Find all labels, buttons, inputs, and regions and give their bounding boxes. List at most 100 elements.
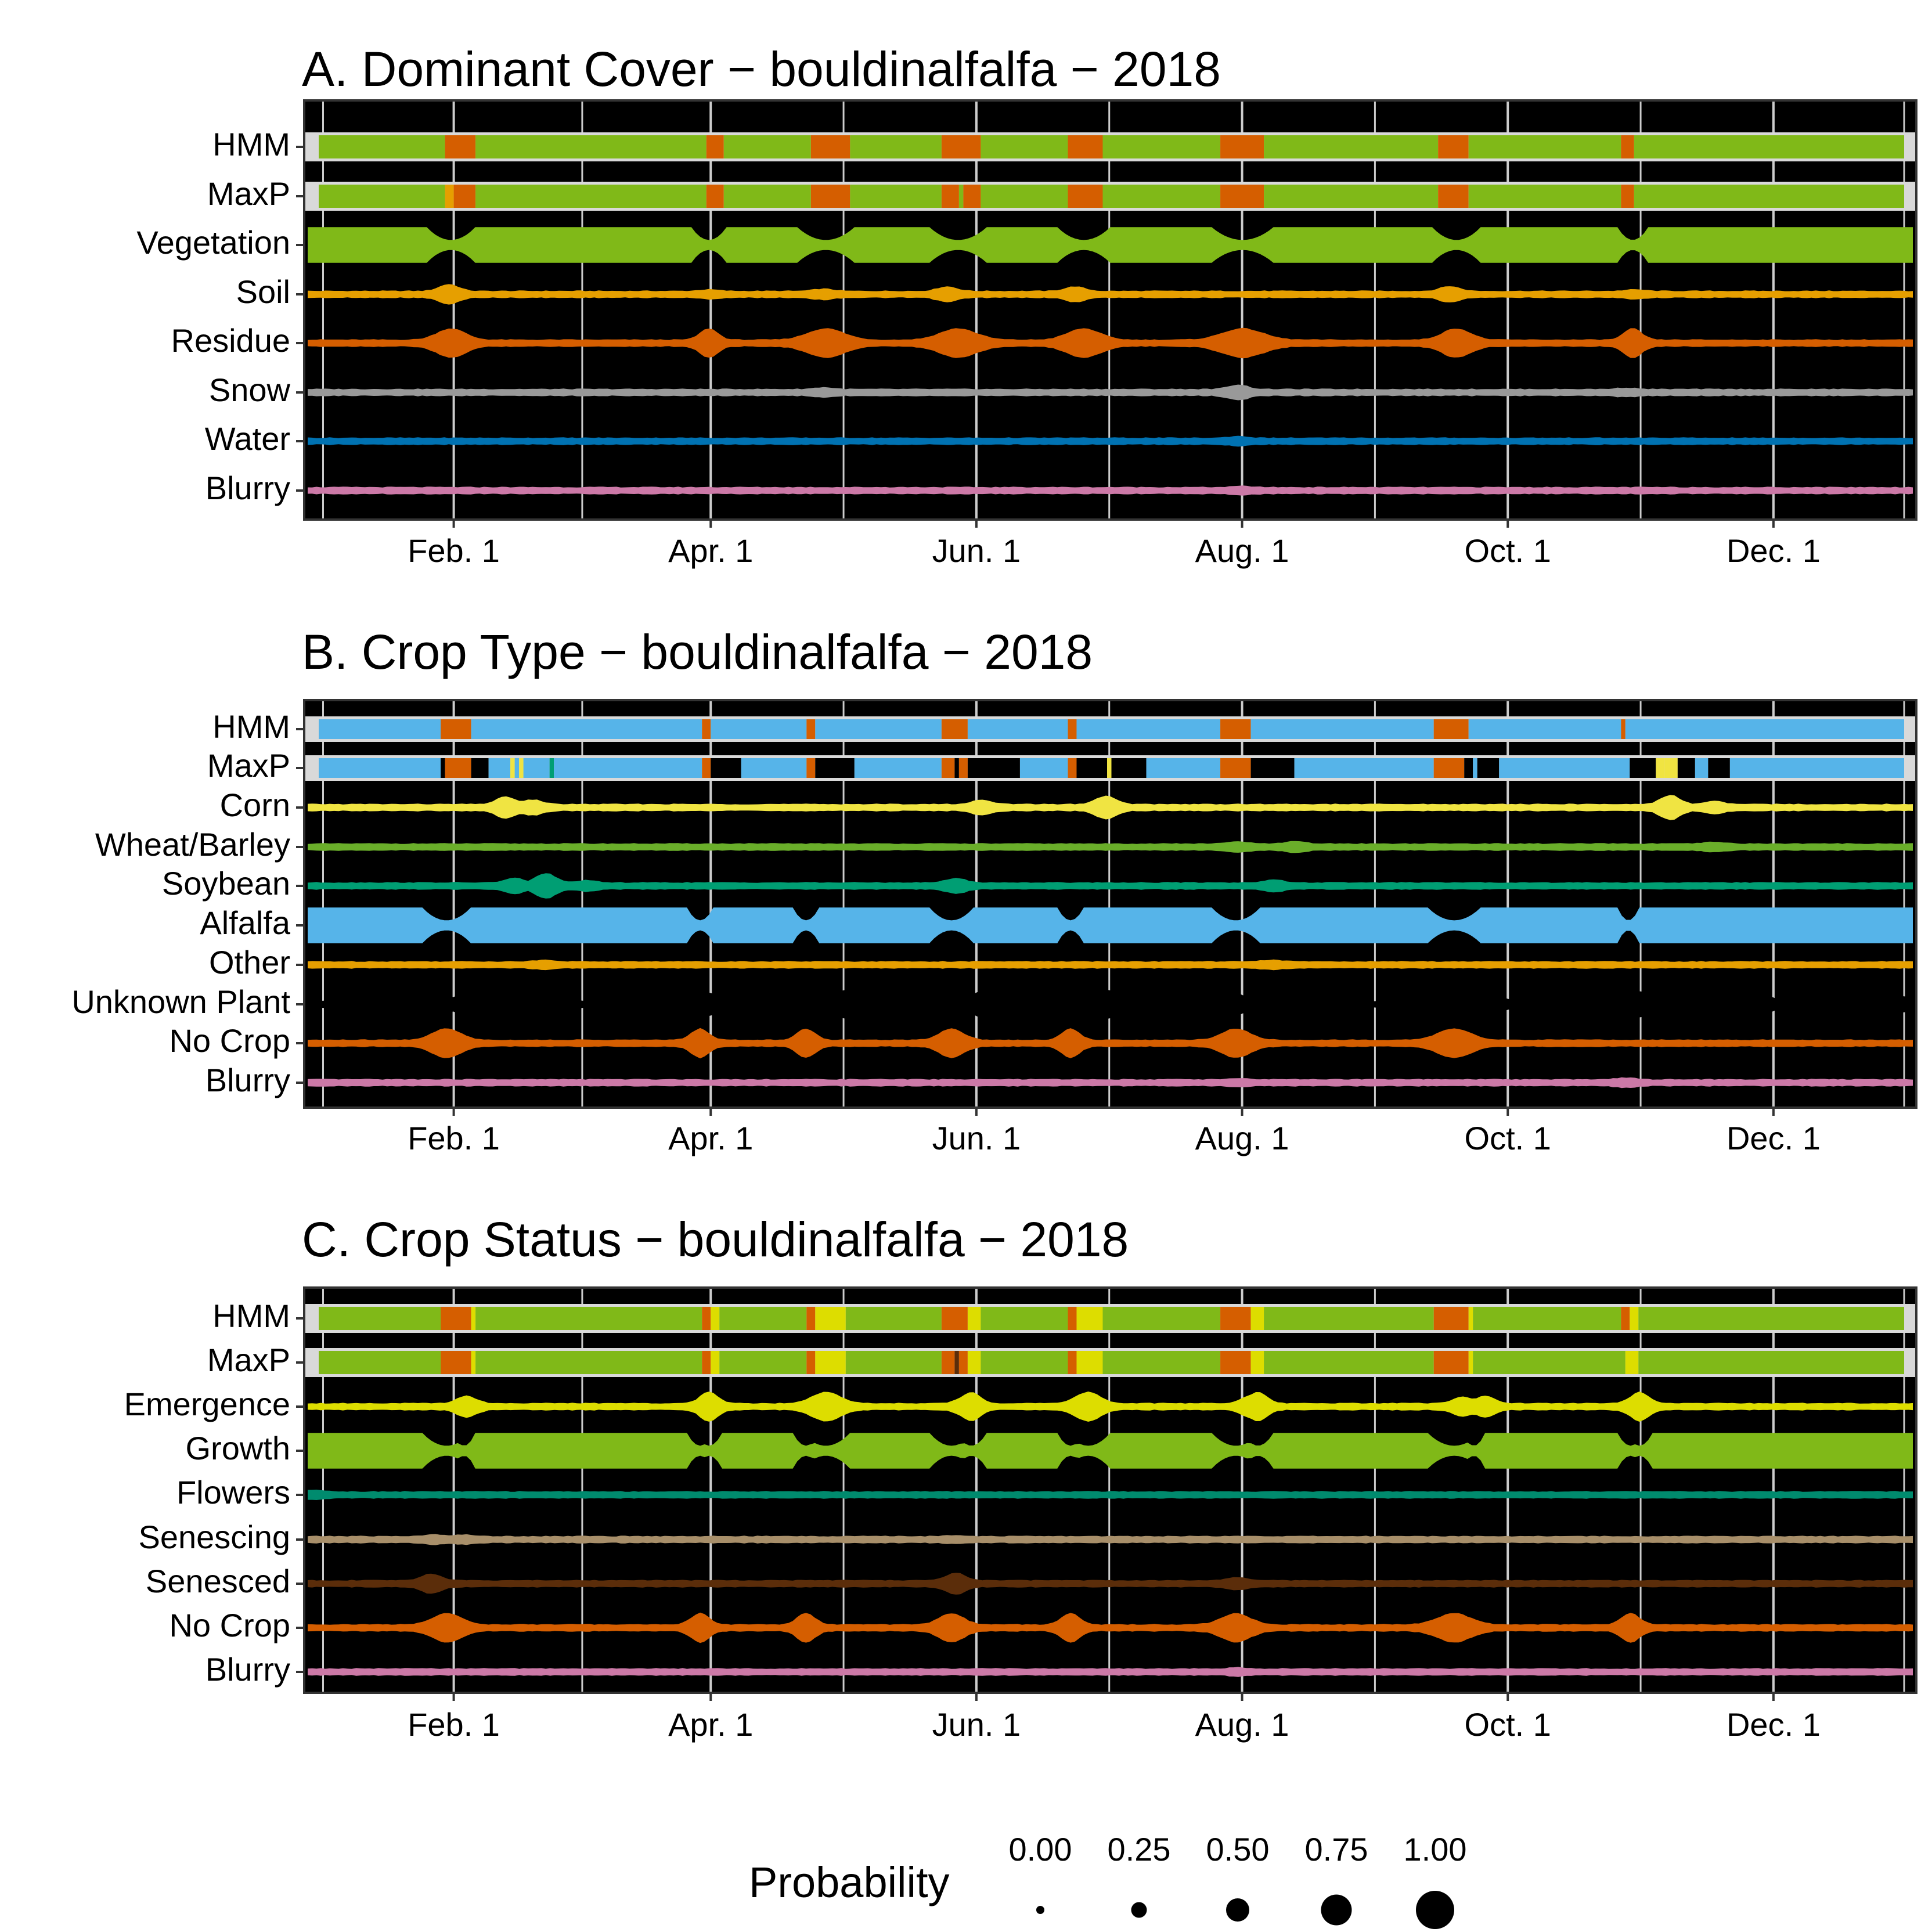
maxp-segment-growth bbox=[719, 1351, 807, 1374]
maxp-segment-emergence bbox=[815, 1351, 846, 1374]
prob-ribbon-alfalfa bbox=[308, 907, 1913, 943]
maxp-segment-residue bbox=[1621, 185, 1634, 208]
y-label-maxp: MaxP bbox=[207, 175, 290, 212]
legend: Probability 0.00 0.25 0.50 0.75 1.00 bbox=[749, 1831, 1467, 1929]
maxp-segment-residue bbox=[1220, 185, 1264, 208]
y-label-corn: Corn bbox=[220, 787, 290, 823]
maxp-segment-vegetation bbox=[1634, 185, 1904, 208]
maxp-segment-no-crop bbox=[1068, 1351, 1077, 1374]
y-label-alfalfa: Alfalfa bbox=[200, 904, 290, 941]
maxp-segment-alfalfa bbox=[1473, 758, 1477, 778]
hmm-segment-alfalfa bbox=[471, 719, 702, 739]
hmm-segment-no-crop bbox=[806, 719, 816, 739]
hmm-segment-residue bbox=[1220, 135, 1264, 158]
hmm-segment-vegetation bbox=[1468, 135, 1621, 158]
hmm-segment-alfalfa bbox=[1250, 719, 1434, 739]
hmm-segment-vegetation bbox=[319, 135, 445, 158]
prob-ribbon-vegetation bbox=[308, 227, 1913, 263]
prob-ribbon-wheat-barley bbox=[308, 841, 1913, 853]
panel-crop-status: C. Crop Status − bouldinalfalfa − 2018 H… bbox=[124, 1212, 1917, 1743]
maxp-segment-emergence bbox=[1625, 1351, 1639, 1374]
maxp-segment-unknown-plant bbox=[1111, 758, 1147, 778]
hmm-segment-no-crop bbox=[941, 1307, 968, 1330]
prob-ribbon-unknown-plant bbox=[308, 989, 1913, 1019]
maxp-segment-no-crop bbox=[958, 758, 968, 778]
maxp-segment-emergence bbox=[967, 1351, 981, 1374]
prob-ribbon-blurry bbox=[308, 485, 1913, 496]
hmm-segment-emergence bbox=[967, 1307, 981, 1330]
maxp-segment-vegetation bbox=[850, 185, 942, 208]
prob-ribbon-senesced bbox=[308, 1573, 1913, 1595]
y-label-no-crop: No Crop bbox=[169, 1022, 290, 1059]
hmm-segment-emergence bbox=[1630, 1307, 1639, 1330]
x-label-dec: Dec. 1 bbox=[1726, 1120, 1821, 1156]
maxp-segment-senesced bbox=[954, 1351, 959, 1374]
maxp-segment-growth bbox=[845, 1351, 942, 1374]
maxp-segment-soil bbox=[445, 185, 454, 208]
legend-label: 0.50 bbox=[1206, 1831, 1270, 1868]
maxp-segment-alfalfa bbox=[1499, 758, 1630, 778]
maxp-segment-no-crop bbox=[441, 1351, 471, 1374]
prob-ribbon-emergence bbox=[308, 1392, 1913, 1422]
hmm-segment-no-crop bbox=[1220, 719, 1251, 739]
hmm-segment-no-crop bbox=[1068, 1307, 1077, 1330]
prob-ribbon-senescing bbox=[308, 1534, 1913, 1545]
maxp-segment-alfalfa bbox=[523, 758, 550, 778]
maxp-segment-no-crop bbox=[702, 758, 711, 778]
x-label-oct: Oct. 1 bbox=[1465, 1706, 1551, 1743]
maxp-segment-vegetation bbox=[1102, 185, 1221, 208]
hmm-segment-no-crop bbox=[441, 1307, 471, 1330]
legend-label: 1.00 bbox=[1404, 1831, 1467, 1868]
maxp-segment-alfalfa bbox=[1729, 758, 1904, 778]
hmm-segment-emergence bbox=[471, 1307, 476, 1330]
x-label-apr: Apr. 1 bbox=[668, 532, 753, 569]
prob-ribbon-water bbox=[308, 435, 1913, 447]
prob-ribbon-snow bbox=[308, 384, 1913, 401]
panel-border bbox=[303, 699, 1917, 1109]
hmm-segment-no-crop bbox=[1220, 1307, 1251, 1330]
x-label-dec: Dec. 1 bbox=[1726, 1706, 1821, 1743]
maxp-segment-alfalfa bbox=[1294, 758, 1434, 778]
maxp-segment-growth bbox=[319, 1351, 441, 1374]
maxp-segment-no-crop bbox=[1433, 758, 1465, 778]
maxp-segment-alfalfa bbox=[319, 758, 441, 778]
prob-ribbon-residue bbox=[308, 327, 1913, 359]
hmm-segment-no-crop bbox=[702, 719, 711, 739]
hmm-segment-no-crop bbox=[441, 719, 471, 739]
hmm-segment-no-crop bbox=[1621, 719, 1625, 739]
maxp-segment-no-crop bbox=[1068, 758, 1077, 778]
maxp-segment-no-crop bbox=[1220, 1351, 1251, 1374]
maxp-segment-residue bbox=[453, 185, 476, 208]
y-axis-labels: HMM MaxP Emergence Growth Flowers Senesc… bbox=[124, 1297, 290, 1688]
hmm-segment-growth bbox=[1473, 1307, 1621, 1330]
maxp-segment-unknown-plant bbox=[1250, 758, 1295, 778]
maxp-segment-vegetation bbox=[475, 185, 707, 208]
maxp-segment-residue bbox=[810, 185, 850, 208]
hmm-segment-alfalfa bbox=[1625, 719, 1904, 739]
hmm-segment-residue bbox=[1621, 135, 1634, 158]
hmm-segment-no-crop bbox=[941, 719, 968, 739]
prob-ribbon-blurry bbox=[308, 1077, 1913, 1088]
maxp-segment-vegetation bbox=[981, 185, 1068, 208]
x-label-apr: Apr. 1 bbox=[668, 1706, 753, 1743]
x-label-apr: Apr. 1 bbox=[668, 1120, 753, 1156]
panel-title: C. Crop Status − bouldinalfalfa − 2018 bbox=[302, 1212, 1129, 1267]
hmm-segment-emergence bbox=[815, 1307, 846, 1330]
legend-title: Probability bbox=[749, 1858, 950, 1906]
hmm-segment-growth bbox=[475, 1307, 702, 1330]
maxp-segment-corn bbox=[519, 758, 524, 778]
hmm-segment-vegetation bbox=[475, 135, 707, 158]
maxp-segment-alfalfa bbox=[554, 758, 702, 778]
x-label-jun: Jun. 1 bbox=[932, 1706, 1021, 1743]
maxp-segment-growth bbox=[1102, 1351, 1221, 1374]
x-label-oct: Oct. 1 bbox=[1465, 1120, 1551, 1156]
hmm-segment-alfalfa bbox=[967, 719, 1068, 739]
hmm-segment-residue bbox=[810, 135, 850, 158]
panel-content bbox=[296, 99, 1917, 528]
y-label-other: Other bbox=[209, 944, 290, 981]
hmm-segment-no-crop bbox=[702, 1307, 711, 1330]
hmm-segment-emergence bbox=[1468, 1307, 1473, 1330]
x-axis-labels: Feb. 1 Apr. 1 Jun. 1 Aug. 1 Oct. 1 Dec. … bbox=[408, 1706, 1821, 1743]
panel-content bbox=[296, 1286, 1917, 1701]
maxp-segment-vegetation bbox=[1264, 185, 1439, 208]
